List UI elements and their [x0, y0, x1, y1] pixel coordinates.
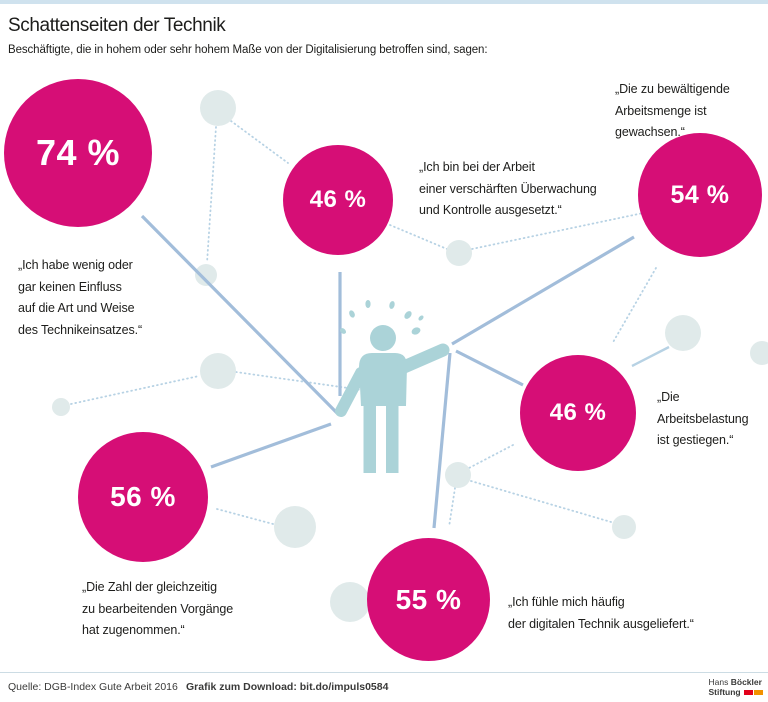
dotted-connector-line — [389, 224, 448, 250]
quote-at-mercy-of-tech: „Ich fühle mich häufig der digitalen Tec… — [508, 592, 694, 635]
sweat-drop — [339, 328, 347, 334]
bubble-workload-grown: 54 % — [638, 133, 762, 257]
decor-circle — [750, 341, 768, 365]
hans-boeckler-stiftung-logo: Hans Böckler Stiftung — [708, 677, 763, 698]
logo-line-1: Hans Böckler — [708, 677, 763, 688]
decor-circle — [200, 353, 236, 389]
quote-strain-risen: „Die Arbeitsbelastung ist gestiegen.“ — [657, 387, 768, 452]
person-torso — [359, 353, 407, 406]
footer-divider — [0, 672, 768, 673]
bubble-percent-label: 54 % — [670, 180, 730, 209]
bubble-percent-label: 74 % — [35, 132, 121, 173]
quote-line: des Technikeinsatzes.“ — [18, 322, 143, 337]
quote-line: einer verschärften Überwachung — [419, 181, 597, 196]
quote-influence: „Ich habe wenig oder gar keinen Einfluss… — [18, 255, 142, 341]
quote-line: ist gestiegen.“ — [657, 433, 734, 447]
soft-connector-line — [631, 345, 670, 368]
decor-circle — [200, 90, 236, 126]
dotted-connector-line — [611, 267, 657, 345]
decor-circle — [446, 240, 472, 266]
dotted-connector-line — [468, 444, 514, 469]
sweat-drop — [349, 310, 355, 318]
person-arm-left — [335, 367, 367, 417]
bubble-influence: 74 % — [4, 79, 152, 227]
quote-line: „Ich fühle mich häufig — [508, 595, 625, 609]
connector-line — [455, 349, 524, 387]
bubble-percent-label: 56 % — [110, 481, 176, 512]
quote-line: „Ich bin bei der Arbeit — [419, 160, 535, 174]
dotted-connector-line — [206, 126, 217, 264]
page-title: Schattenseiten der Technik — [8, 15, 226, 36]
dotted-connector-line — [470, 480, 612, 523]
bubble-multitasking: 56 % — [78, 432, 208, 562]
logo-orange-block — [754, 689, 763, 695]
dotted-connector-line — [216, 508, 274, 525]
quote-line: zu bearbeitenden Vorgänge — [82, 601, 234, 616]
decor-circle — [195, 264, 217, 286]
quote-workload-grown: „Die zu bewältigende Arbeitsmenge ist ge… — [615, 79, 768, 144]
sweat-drop — [418, 315, 424, 321]
sweat-drop — [411, 327, 421, 335]
logo-line-2: Stiftung — [708, 686, 763, 698]
decor-circle — [612, 515, 636, 539]
logo-name-bold: Böckler — [730, 677, 762, 687]
quote-line: „Die Arbeitsbelastung — [657, 390, 749, 426]
sweat-drop — [404, 311, 412, 319]
logo-stiftung: Stiftung — [708, 686, 741, 697]
quote-surveillance: „Ich bin bei der Arbeit einer verschärft… — [419, 157, 597, 222]
bubble-strain-risen: 46 % — [520, 355, 636, 471]
person-icon — [335, 300, 450, 473]
decor-circle — [52, 398, 70, 416]
quote-line: auf die Art und Weise — [18, 301, 135, 315]
bubble-percent-label: 46 % — [549, 399, 607, 426]
quote-line: hat zugenommen.“ — [82, 623, 185, 637]
dotted-connector-line — [235, 371, 363, 391]
decor-circle — [274, 506, 316, 548]
quote-line: Arbeitsmenge ist gewachsen.“ — [615, 103, 707, 140]
sweat-drop — [389, 301, 395, 309]
dotted-connector-line — [448, 487, 456, 528]
decor-circle — [445, 462, 471, 488]
quote-multitasking: „Die Zahl der gleichzeitig zu bearbeiten… — [82, 577, 233, 642]
quote-line: „Ich habe wenig oder — [18, 258, 133, 272]
connector-line — [210, 422, 332, 469]
person-leg — [363, 406, 376, 473]
footer-download-link-text: Grafik zum Download: bit.do/impuls0584 — [186, 681, 389, 693]
person-arm-right — [397, 343, 450, 374]
sweat-drops — [339, 300, 424, 335]
footer-source: Quelle: DGB-Index Gute Arbeit 2016 — [8, 681, 178, 693]
page-subtitle: Beschäftigte, die in hohem oder sehr hoh… — [8, 44, 488, 56]
quote-line: „Die Zahl der gleichzeitig — [82, 580, 217, 594]
quote-line: gar keinen Einfluss — [18, 279, 122, 294]
quote-line: und Kontrolle ausgesetzt.“ — [419, 203, 562, 217]
quote-line: „Die zu bewältigende — [615, 82, 730, 96]
logo-name-regular: Hans — [708, 677, 729, 687]
quote-line: der digitalen Technik ausgeliefert.“ — [508, 616, 694, 631]
person-leg — [386, 406, 399, 473]
connector-line — [432, 352, 452, 529]
decor-circle — [330, 582, 370, 622]
connector-line — [451, 235, 635, 346]
bubble-percent-label: 46 % — [309, 186, 367, 213]
person-head — [370, 325, 396, 351]
logo-red-block — [744, 689, 753, 695]
dotted-connector-line — [70, 375, 200, 405]
decor-circle — [665, 315, 701, 351]
bubble-percent-label: 55 % — [395, 583, 462, 615]
bubble-at-mercy-of-tech: 55 % — [367, 538, 490, 661]
top-accent-bar — [0, 0, 768, 4]
dotted-connector-line — [230, 120, 289, 164]
bubble-surveillance: 46 % — [283, 145, 393, 255]
sweat-drop — [365, 300, 371, 308]
